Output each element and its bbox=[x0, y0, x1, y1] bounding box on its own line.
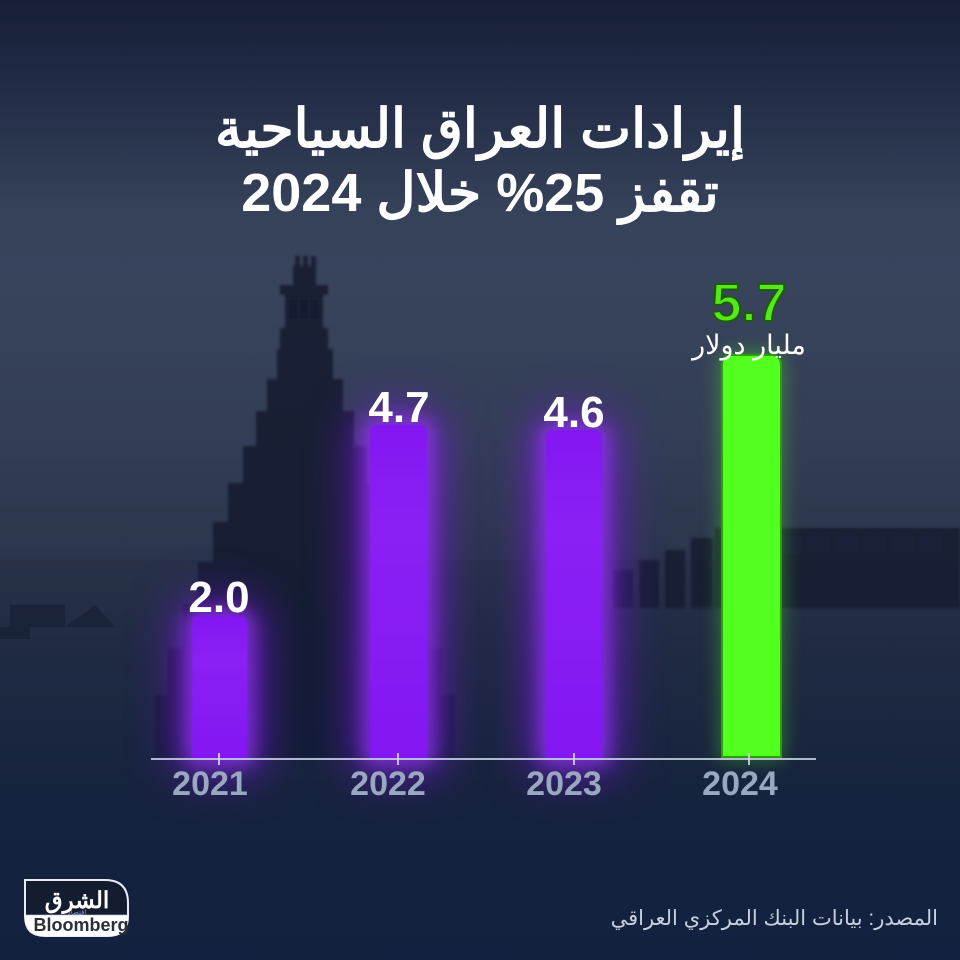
svg-text:Bloomberg: Bloomberg bbox=[33, 915, 128, 935]
